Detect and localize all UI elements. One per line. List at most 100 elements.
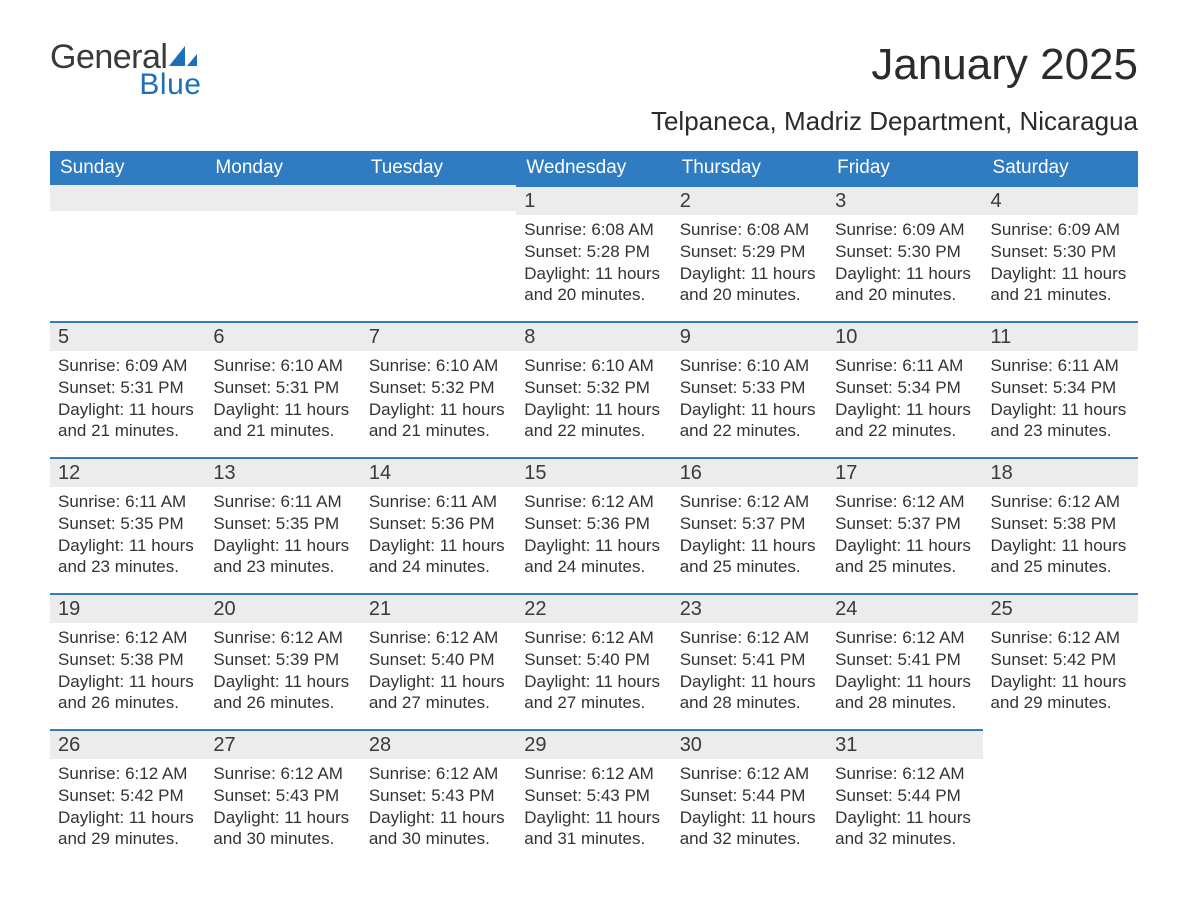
day-number: 24 xyxy=(827,593,982,623)
sunset-line: Sunset: 5:44 PM xyxy=(680,785,819,807)
day-details: Sunrise: 6:12 AMSunset: 5:38 PMDaylight:… xyxy=(983,487,1138,586)
calendar-cell: 6Sunrise: 6:10 AMSunset: 5:31 PMDaylight… xyxy=(205,321,360,457)
calendar-cell: 11Sunrise: 6:11 AMSunset: 5:34 PMDayligh… xyxy=(983,321,1138,457)
calendar-week-row: 1Sunrise: 6:08 AMSunset: 5:28 PMDaylight… xyxy=(50,185,1138,321)
calendar-cell: 3Sunrise: 6:09 AMSunset: 5:30 PMDaylight… xyxy=(827,185,982,321)
sunset-line: Sunset: 5:32 PM xyxy=(524,377,663,399)
calendar-body: 1Sunrise: 6:08 AMSunset: 5:28 PMDaylight… xyxy=(50,185,1138,865)
sunrise-line: Sunrise: 6:10 AM xyxy=(680,355,819,377)
sunset-line: Sunset: 5:41 PM xyxy=(835,649,974,671)
sunset-line: Sunset: 5:32 PM xyxy=(369,377,508,399)
day-details: Sunrise: 6:12 AMSunset: 5:41 PMDaylight:… xyxy=(827,623,982,722)
day-details: Sunrise: 6:11 AMSunset: 5:36 PMDaylight:… xyxy=(361,487,516,586)
day-details: Sunrise: 6:11 AMSunset: 5:35 PMDaylight:… xyxy=(50,487,205,586)
day-details: Sunrise: 6:09 AMSunset: 5:31 PMDaylight:… xyxy=(50,351,205,450)
calendar-cell: 8Sunrise: 6:10 AMSunset: 5:32 PMDaylight… xyxy=(516,321,671,457)
sunset-line: Sunset: 5:37 PM xyxy=(835,513,974,535)
day-number: 19 xyxy=(50,593,205,623)
sunrise-line: Sunrise: 6:08 AM xyxy=(680,219,819,241)
calendar-weekday-header: SundayMondayTuesdayWednesdayThursdayFrid… xyxy=(50,151,1138,185)
weekday-header-sunday: Sunday xyxy=(50,151,205,185)
daylight-line: Daylight: 11 hours and 26 minutes. xyxy=(213,671,352,715)
day-number: 10 xyxy=(827,321,982,351)
empty-day-head xyxy=(50,185,205,211)
calendar-cell: 1Sunrise: 6:08 AMSunset: 5:28 PMDaylight… xyxy=(516,185,671,321)
daylight-line: Daylight: 11 hours and 26 minutes. xyxy=(58,671,197,715)
calendar-week-row: 19Sunrise: 6:12 AMSunset: 5:38 PMDayligh… xyxy=(50,593,1138,729)
day-details: Sunrise: 6:12 AMSunset: 5:40 PMDaylight:… xyxy=(361,623,516,722)
daylight-line: Daylight: 11 hours and 23 minutes. xyxy=(213,535,352,579)
sunset-line: Sunset: 5:37 PM xyxy=(680,513,819,535)
daylight-line: Daylight: 11 hours and 32 minutes. xyxy=(680,807,819,851)
page-subtitle: Telpaneca, Madriz Department, Nicaragua xyxy=(50,106,1138,137)
calendar-week-row: 5Sunrise: 6:09 AMSunset: 5:31 PMDaylight… xyxy=(50,321,1138,457)
calendar-cell: 14Sunrise: 6:11 AMSunset: 5:36 PMDayligh… xyxy=(361,457,516,593)
calendar-cell: 10Sunrise: 6:11 AMSunset: 5:34 PMDayligh… xyxy=(827,321,982,457)
day-number: 30 xyxy=(672,729,827,759)
day-details: Sunrise: 6:12 AMSunset: 5:38 PMDaylight:… xyxy=(50,623,205,722)
day-details: Sunrise: 6:10 AMSunset: 5:32 PMDaylight:… xyxy=(361,351,516,450)
calendar-cell: 7Sunrise: 6:10 AMSunset: 5:32 PMDaylight… xyxy=(361,321,516,457)
day-details: Sunrise: 6:09 AMSunset: 5:30 PMDaylight:… xyxy=(827,215,982,314)
page-title: January 2025 xyxy=(871,40,1138,90)
empty-day-head xyxy=(205,185,360,211)
day-details: Sunrise: 6:12 AMSunset: 5:43 PMDaylight:… xyxy=(205,759,360,858)
calendar-cell: 12Sunrise: 6:11 AMSunset: 5:35 PMDayligh… xyxy=(50,457,205,593)
sunset-line: Sunset: 5:35 PM xyxy=(213,513,352,535)
day-details: Sunrise: 6:12 AMSunset: 5:43 PMDaylight:… xyxy=(516,759,671,858)
sunset-line: Sunset: 5:29 PM xyxy=(680,241,819,263)
sunset-line: Sunset: 5:41 PM xyxy=(680,649,819,671)
sunset-line: Sunset: 5:36 PM xyxy=(369,513,508,535)
calendar-cell: 13Sunrise: 6:11 AMSunset: 5:35 PMDayligh… xyxy=(205,457,360,593)
day-number: 16 xyxy=(672,457,827,487)
calendar-cell: 23Sunrise: 6:12 AMSunset: 5:41 PMDayligh… xyxy=(672,593,827,729)
daylight-line: Daylight: 11 hours and 25 minutes. xyxy=(835,535,974,579)
daylight-line: Daylight: 11 hours and 29 minutes. xyxy=(58,807,197,851)
day-number: 22 xyxy=(516,593,671,623)
sunset-line: Sunset: 5:42 PM xyxy=(991,649,1130,671)
calendar-cell: 16Sunrise: 6:12 AMSunset: 5:37 PMDayligh… xyxy=(672,457,827,593)
sunset-line: Sunset: 5:40 PM xyxy=(369,649,508,671)
daylight-line: Daylight: 11 hours and 23 minutes. xyxy=(58,535,197,579)
daylight-line: Daylight: 11 hours and 21 minutes. xyxy=(991,263,1130,307)
sunrise-line: Sunrise: 6:12 AM xyxy=(369,627,508,649)
sunrise-line: Sunrise: 6:12 AM xyxy=(58,763,197,785)
logo-word-blue: Blue xyxy=(139,70,201,100)
day-details: Sunrise: 6:10 AMSunset: 5:33 PMDaylight:… xyxy=(672,351,827,450)
day-details: Sunrise: 6:09 AMSunset: 5:30 PMDaylight:… xyxy=(983,215,1138,314)
sunrise-line: Sunrise: 6:12 AM xyxy=(680,763,819,785)
sunrise-line: Sunrise: 6:12 AM xyxy=(213,627,352,649)
day-number: 9 xyxy=(672,321,827,351)
calendar-table: SundayMondayTuesdayWednesdayThursdayFrid… xyxy=(50,151,1138,865)
day-number: 20 xyxy=(205,593,360,623)
sunset-line: Sunset: 5:43 PM xyxy=(369,785,508,807)
day-details: Sunrise: 6:12 AMSunset: 5:44 PMDaylight:… xyxy=(827,759,982,858)
daylight-line: Daylight: 11 hours and 28 minutes. xyxy=(680,671,819,715)
calendar-cell: 20Sunrise: 6:12 AMSunset: 5:39 PMDayligh… xyxy=(205,593,360,729)
day-number: 26 xyxy=(50,729,205,759)
weekday-header-wednesday: Wednesday xyxy=(516,151,671,185)
calendar-cell: 25Sunrise: 6:12 AMSunset: 5:42 PMDayligh… xyxy=(983,593,1138,729)
sunrise-line: Sunrise: 6:09 AM xyxy=(991,219,1130,241)
day-number: 17 xyxy=(827,457,982,487)
day-number: 15 xyxy=(516,457,671,487)
logo: General Blue xyxy=(50,40,201,100)
day-number: 18 xyxy=(983,457,1138,487)
day-details: Sunrise: 6:08 AMSunset: 5:28 PMDaylight:… xyxy=(516,215,671,314)
day-details: Sunrise: 6:12 AMSunset: 5:42 PMDaylight:… xyxy=(50,759,205,858)
sunset-line: Sunset: 5:38 PM xyxy=(991,513,1130,535)
daylight-line: Daylight: 11 hours and 30 minutes. xyxy=(369,807,508,851)
day-details: Sunrise: 6:11 AMSunset: 5:35 PMDaylight:… xyxy=(205,487,360,586)
day-details: Sunrise: 6:12 AMSunset: 5:42 PMDaylight:… xyxy=(983,623,1138,722)
sunrise-line: Sunrise: 6:09 AM xyxy=(58,355,197,377)
sunset-line: Sunset: 5:38 PM xyxy=(58,649,197,671)
daylight-line: Daylight: 11 hours and 20 minutes. xyxy=(835,263,974,307)
sunrise-line: Sunrise: 6:09 AM xyxy=(835,219,974,241)
sunrise-line: Sunrise: 6:12 AM xyxy=(524,627,663,649)
calendar-week-row: 26Sunrise: 6:12 AMSunset: 5:42 PMDayligh… xyxy=(50,729,1138,865)
daylight-line: Daylight: 11 hours and 27 minutes. xyxy=(524,671,663,715)
day-details: Sunrise: 6:10 AMSunset: 5:31 PMDaylight:… xyxy=(205,351,360,450)
day-number: 14 xyxy=(361,457,516,487)
daylight-line: Daylight: 11 hours and 22 minutes. xyxy=(835,399,974,443)
day-details: Sunrise: 6:12 AMSunset: 5:40 PMDaylight:… xyxy=(516,623,671,722)
